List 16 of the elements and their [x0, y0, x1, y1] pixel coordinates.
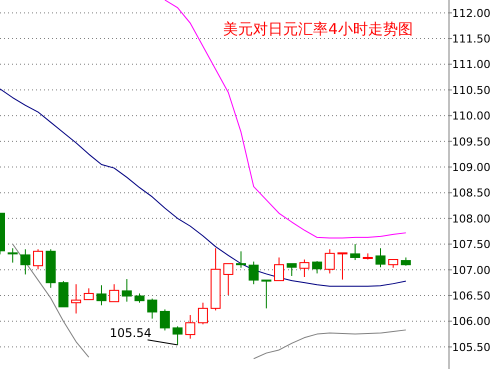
y-tick-label: 109.50	[452, 135, 490, 148]
y-tick-label: 108.50	[452, 186, 490, 200]
y-tick-label: 110.00	[452, 110, 490, 123]
y-tick-label: 112.00	[452, 6, 490, 20]
y-tick-label: 106.00	[452, 315, 490, 328]
y-tick-label: 105.50	[452, 340, 490, 354]
y-tick-label: 106.50	[452, 290, 490, 303]
y-tick-label: 109.00	[452, 161, 490, 174]
y-tick-label: 110.50	[452, 84, 490, 97]
y-tick-label: 111.00	[452, 58, 490, 72]
y-tick-label: 111.50	[452, 32, 490, 46]
y-tick-label: 107.00	[452, 264, 490, 277]
y-tick-label: 107.50	[452, 238, 490, 252]
annotation: 105.54	[110, 326, 152, 340]
text: 美元对日元汇率4小时走势图	[223, 20, 413, 38]
y-tick-label: 108.00	[452, 212, 490, 226]
